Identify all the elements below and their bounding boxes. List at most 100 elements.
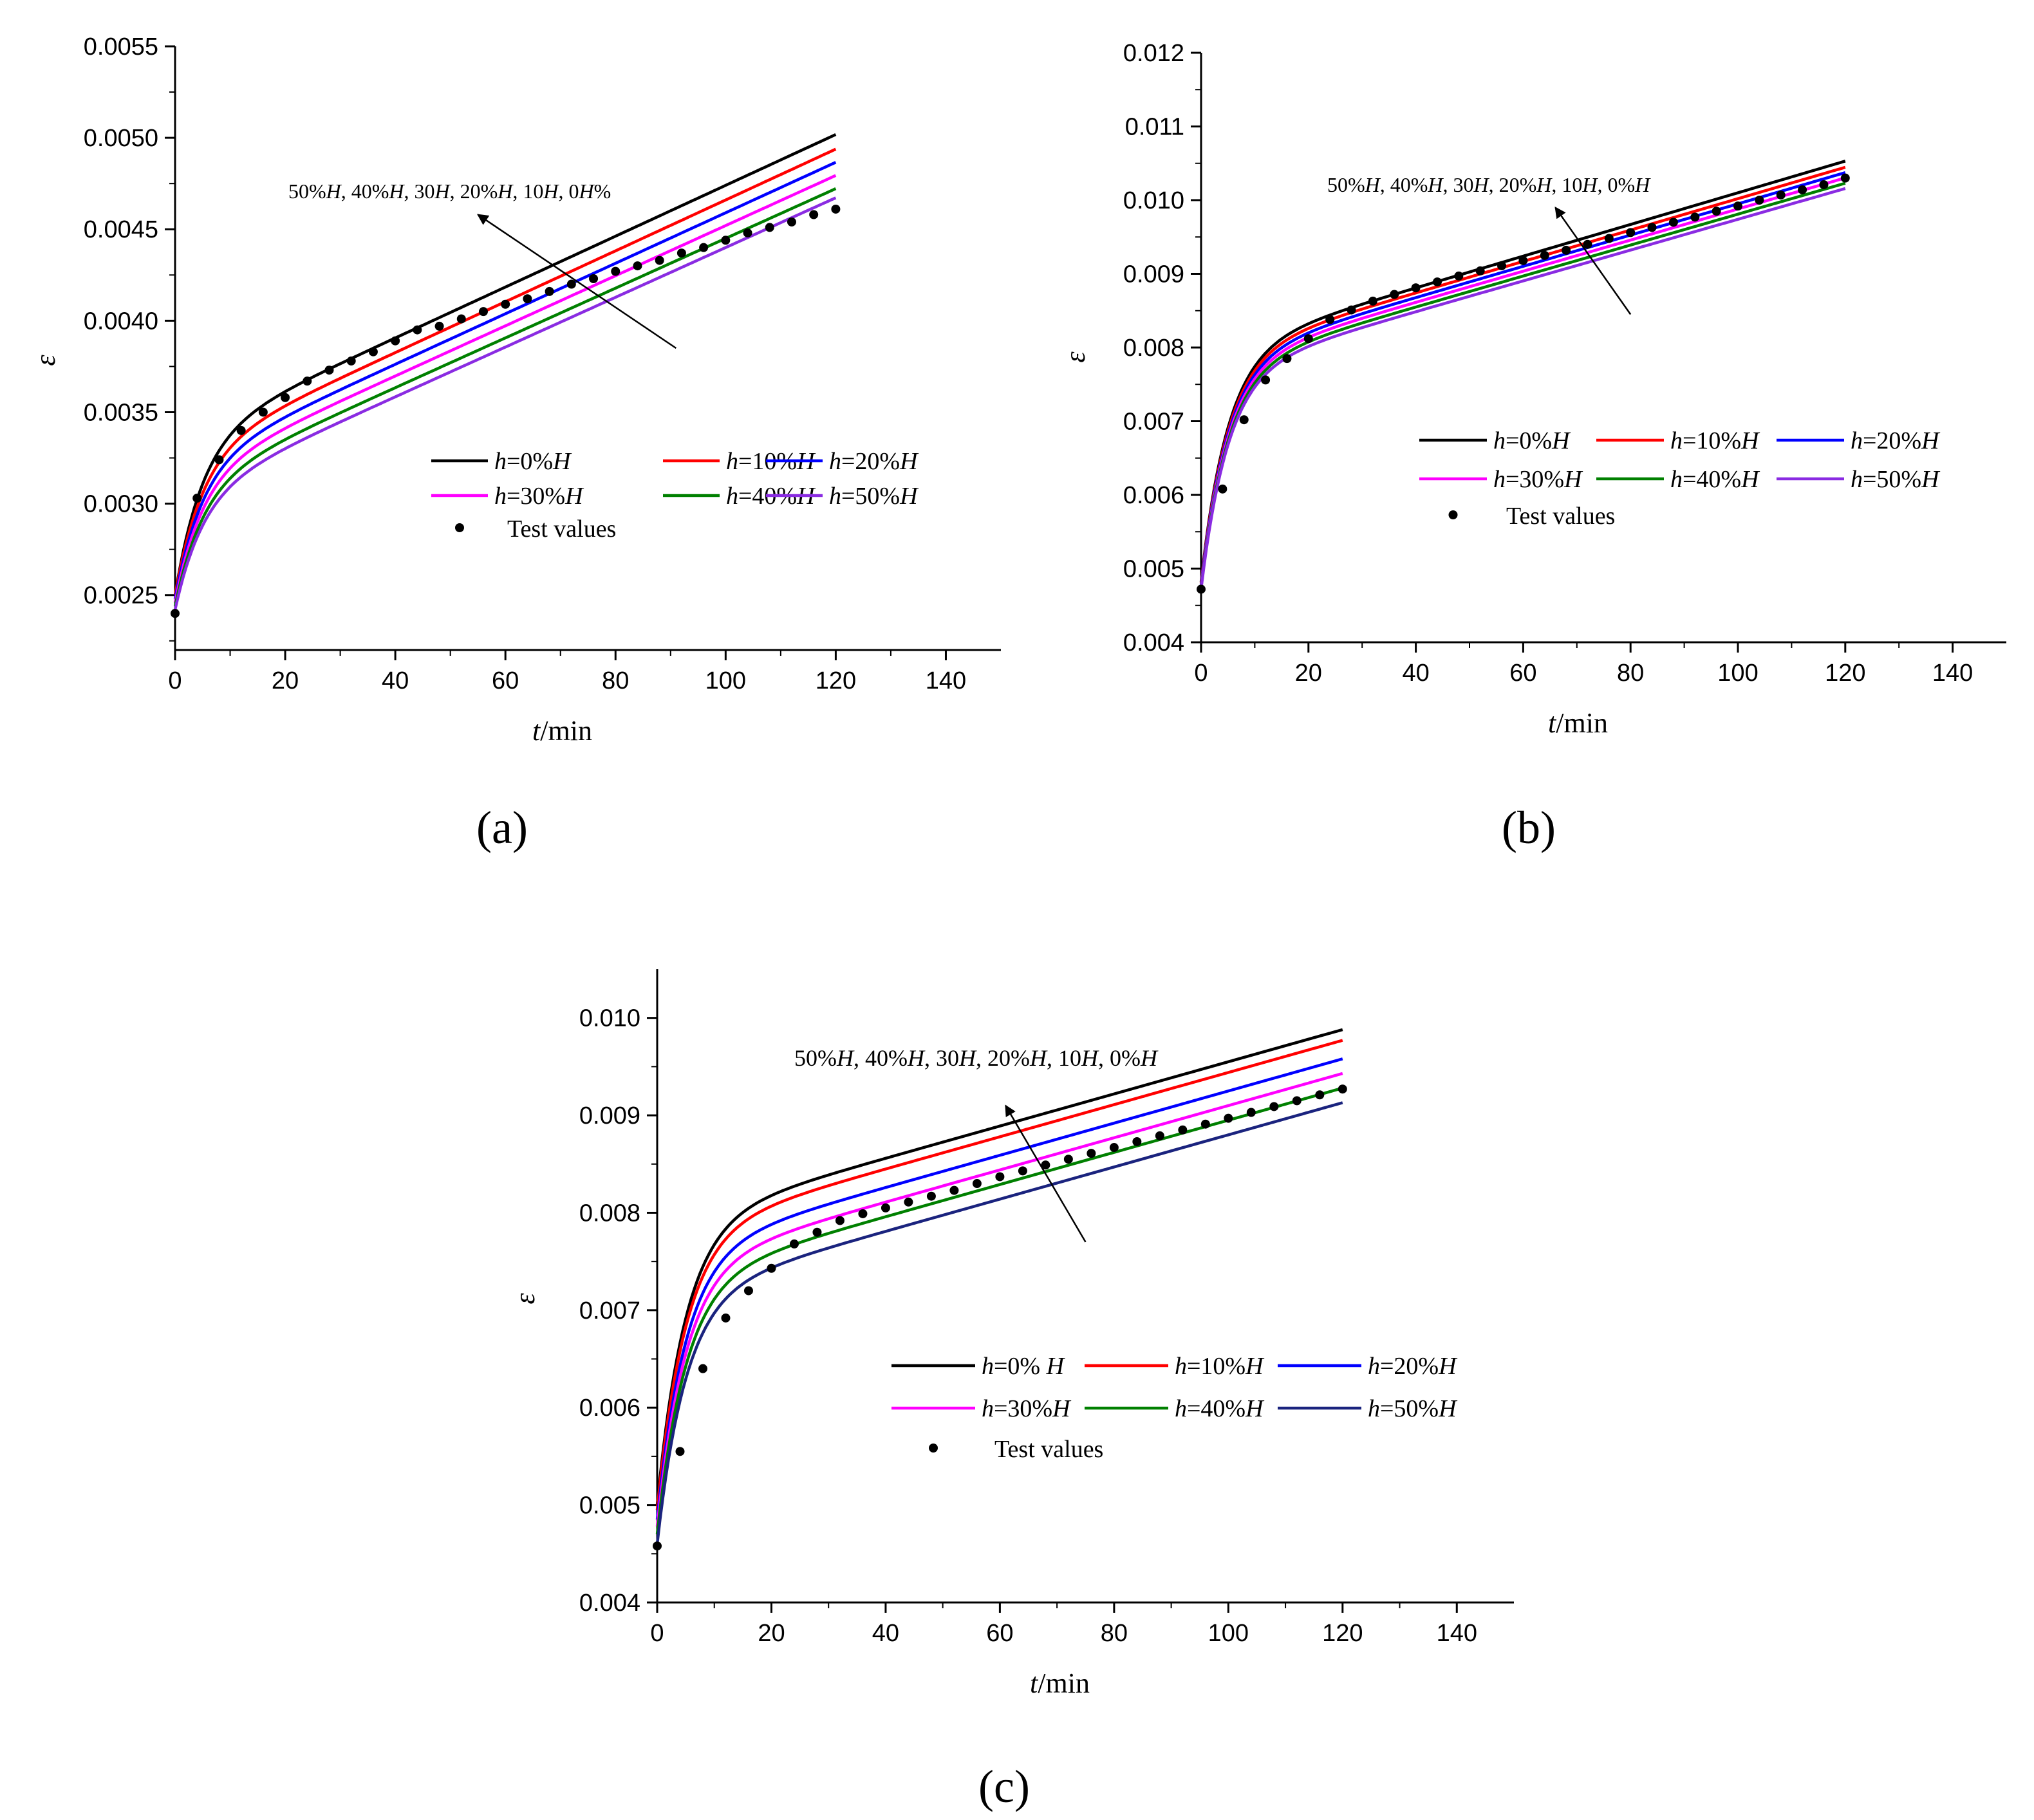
y-tick-label: 0.0045 [84, 216, 158, 243]
x-tick-label: 120 [1825, 660, 1865, 687]
test-point [1218, 484, 1227, 494]
legend-label: h=30%H [1493, 466, 1583, 493]
panel-label: (a) [476, 802, 528, 853]
test-point [589, 274, 599, 283]
test-point [1583, 239, 1592, 249]
test-point [633, 261, 642, 271]
test-point [676, 248, 686, 258]
legend-label: h=30%H [494, 483, 584, 510]
x-axis-label: t/min [532, 715, 592, 747]
legend: h=0%H h=10%H h=20%H h=30%H h=40%H h=50%H Test … [1419, 427, 1941, 530]
legend-test-marker [929, 1444, 938, 1453]
legend-label: h=40%H [1175, 1395, 1265, 1422]
annotation-arrow [476, 214, 677, 349]
x-tick-label: 100 [1717, 660, 1758, 687]
test-point [258, 407, 268, 417]
test-point [1712, 207, 1721, 216]
test-point [1690, 212, 1700, 222]
test-point [1347, 305, 1356, 315]
test-point [926, 1191, 936, 1201]
test-point [1224, 1113, 1233, 1123]
test-point [1411, 283, 1421, 293]
panel-label: (b) [1502, 802, 1556, 853]
y-tick-label: 0.004 [1123, 629, 1184, 656]
test-point [1269, 1102, 1279, 1111]
test-point [171, 609, 180, 618]
test-point [1197, 584, 1206, 594]
test-point [1087, 1149, 1096, 1158]
x-tick-label: 60 [986, 1620, 1013, 1647]
test-point [1018, 1166, 1027, 1176]
annotation-arrow [1554, 207, 1632, 315]
legend-label: h=20%H [1368, 1353, 1458, 1380]
legend-label: h=50%H [829, 483, 919, 510]
panel-a: 0 20 40 60 80 100 120 140 0.0025 0.0030 0.0035 0.00… [30, 33, 1001, 853]
test-point [1626, 228, 1636, 237]
test-point [1200, 1119, 1210, 1129]
x-tick-label: 80 [602, 667, 629, 694]
x-tick-label: 0 [168, 667, 182, 694]
y-tick-label: 0.0035 [84, 399, 158, 426]
test-point [1303, 334, 1313, 344]
x-tick-label: 20 [758, 1620, 785, 1647]
x-tick-label: 80 [1101, 1620, 1128, 1647]
test-point [831, 204, 841, 214]
test-point [653, 1541, 662, 1551]
y-tick-label: 0.007 [1123, 409, 1184, 436]
test-point [1540, 250, 1549, 260]
test-point [787, 217, 796, 227]
test-point [995, 1172, 1005, 1182]
test-point [743, 228, 752, 237]
test-point [1432, 277, 1442, 287]
legend-label: h=20%H [1851, 427, 1941, 454]
test-point [1282, 354, 1292, 364]
test-point [1454, 271, 1464, 281]
y-tick-label: 0.0040 [84, 308, 158, 335]
test-point [1518, 255, 1528, 265]
test-point [1390, 290, 1399, 299]
test-point [214, 455, 224, 465]
test-point [1109, 1143, 1119, 1153]
test-point [611, 266, 620, 276]
y-tick-label: 0.005 [579, 1492, 640, 1519]
arrow-annotation: 50%H, 40%H, 30H, 20%H, 10H, 0H% [288, 180, 611, 203]
test-point [1132, 1137, 1142, 1146]
test-point [675, 1447, 685, 1456]
test-point [1155, 1131, 1164, 1140]
x-tick-label: 140 [926, 667, 966, 694]
test-point [698, 1364, 707, 1373]
test-point [904, 1197, 913, 1207]
y-tick-label: 0.008 [1123, 335, 1184, 362]
test-point [949, 1185, 959, 1195]
test-point [1798, 185, 1807, 194]
y-tick-label: 0.012 [1123, 40, 1184, 67]
test-point [1239, 415, 1249, 425]
x-tick-label: 140 [1437, 1620, 1477, 1647]
test-point [1562, 245, 1571, 255]
legend-label: h=20%H [829, 448, 919, 475]
series-line-h-30-h [655, 1072, 1343, 1527]
x-tick-label: 20 [272, 667, 299, 694]
x-tick-label: 0 [650, 1620, 664, 1647]
test-point [1604, 234, 1614, 243]
legend-label: h=40%H [1670, 466, 1760, 493]
legend-label: h=50%H [1368, 1395, 1458, 1422]
legend-label: h=10%H [1175, 1353, 1265, 1380]
test-point [721, 1313, 731, 1323]
test-point [236, 425, 246, 435]
test-point [655, 255, 664, 265]
test-point [1178, 1125, 1188, 1135]
test-point [324, 366, 334, 375]
test-point [765, 223, 774, 232]
legend-label: h=0%H [494, 448, 572, 475]
x-tick-label: 60 [492, 667, 519, 694]
y-tick-label: 0.007 [579, 1297, 640, 1324]
test-point [1292, 1096, 1302, 1106]
series-line-h-10-h [173, 147, 837, 596]
test-point [1733, 201, 1742, 211]
y-tick-label: 0.006 [579, 1395, 640, 1422]
test-point [1776, 190, 1786, 200]
panel-b: 0 20 40 60 80 100 120 140 0.004 0.005 0.006 0.007 0.… [1059, 40, 2006, 853]
test-point [1755, 196, 1764, 205]
